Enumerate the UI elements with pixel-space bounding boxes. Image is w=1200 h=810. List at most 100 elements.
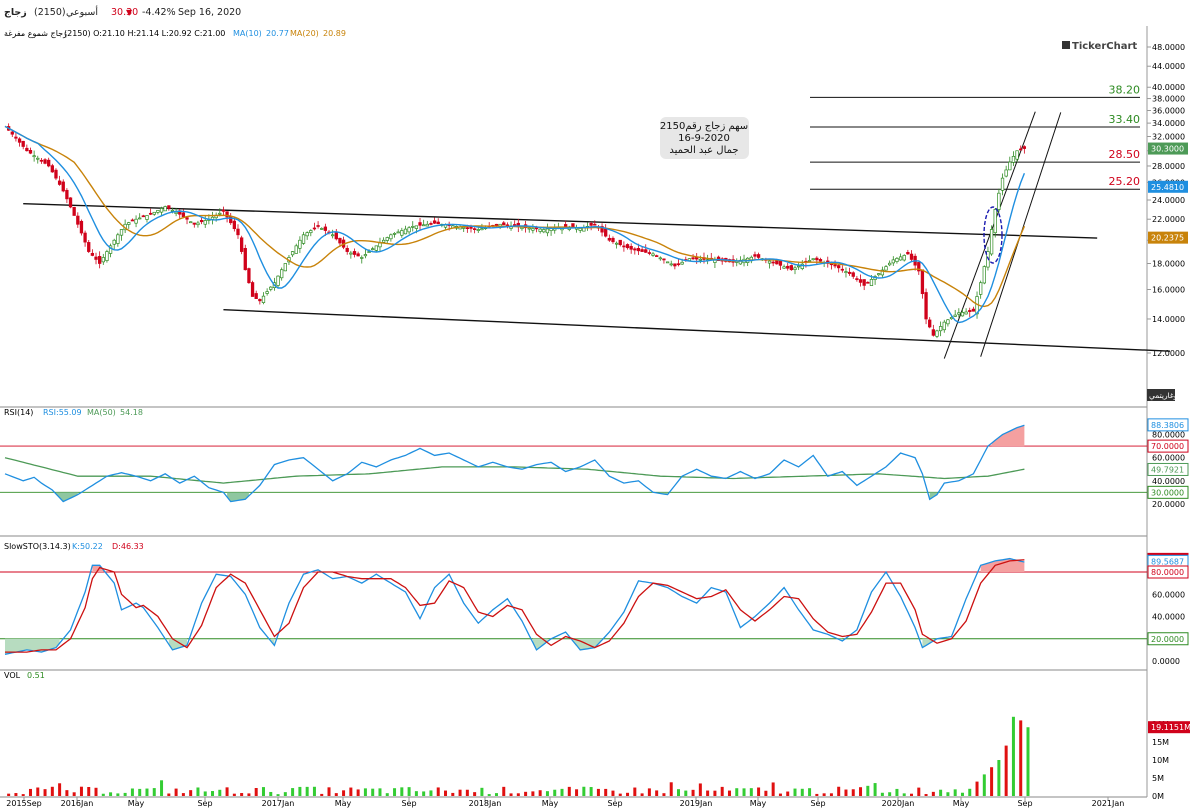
candle-body xyxy=(79,220,84,234)
volume-bar xyxy=(917,787,921,796)
candle-body xyxy=(665,261,670,264)
volume-bar xyxy=(152,788,156,796)
candle-body xyxy=(61,181,65,192)
stoch-badge xyxy=(1147,565,1189,579)
volume-bar xyxy=(910,793,914,796)
candle-body xyxy=(938,326,943,332)
volume-bar xyxy=(393,788,397,796)
stoch-oversold-zone xyxy=(168,638,188,650)
candle-body xyxy=(651,253,655,256)
volume-bar xyxy=(902,793,906,796)
volume-bar xyxy=(160,780,164,796)
candle-body xyxy=(756,254,761,258)
volume-bar xyxy=(451,792,455,796)
price-tick-label: 44.0000 xyxy=(1152,62,1185,71)
candle-body xyxy=(400,230,404,236)
rsi-ma-line xyxy=(4,457,1025,484)
candle-body xyxy=(345,247,349,252)
candle-body xyxy=(629,246,633,250)
volume-bar xyxy=(196,787,200,796)
stoch-k-value: K:50.22 xyxy=(72,542,103,551)
target-level-label: 28.50 xyxy=(1109,148,1141,161)
descending-channel-upper xyxy=(23,203,1098,239)
candle-body xyxy=(545,228,550,234)
candle-body xyxy=(793,267,797,271)
rsi-tick-label: 60.0000 xyxy=(1152,454,1185,463)
candle-body xyxy=(196,222,200,226)
candle-body xyxy=(254,293,258,300)
candle-body xyxy=(622,245,626,248)
candle-body xyxy=(600,226,604,233)
candle-body xyxy=(884,266,888,271)
candle-body xyxy=(811,258,815,260)
candle-body xyxy=(112,239,116,245)
rsi-badge-label: 30.0000 xyxy=(1151,488,1184,497)
time-tick-label: Sep xyxy=(810,799,825,808)
volume-bar xyxy=(698,783,702,796)
candle-body xyxy=(782,266,786,269)
candle-body xyxy=(152,211,156,215)
candle-body xyxy=(50,165,54,173)
candle-body xyxy=(494,223,499,226)
volume-bar xyxy=(181,793,185,796)
volume-bar xyxy=(473,792,477,796)
volume-bar xyxy=(444,790,448,796)
candle-body xyxy=(396,231,400,234)
candle-body xyxy=(94,256,98,260)
volume-bar xyxy=(385,793,389,796)
candle-body xyxy=(902,255,906,261)
volume-bar xyxy=(1004,745,1008,796)
candle-body xyxy=(633,248,637,251)
candle-body xyxy=(101,257,105,263)
log-scale-label: لوغاريتمي xyxy=(1149,391,1180,400)
candle-body xyxy=(54,169,58,179)
volume-bar xyxy=(975,781,979,796)
volume-bar xyxy=(312,786,316,796)
volume-bar xyxy=(778,793,782,796)
volume-bar xyxy=(276,794,280,796)
volume-bar xyxy=(305,786,309,796)
volume-bar xyxy=(545,791,549,796)
volume-bar xyxy=(269,791,273,796)
candle-body xyxy=(928,319,932,328)
candle-body xyxy=(87,242,91,252)
volume-bar xyxy=(130,788,134,796)
candle-body xyxy=(352,251,357,255)
volume-bar xyxy=(109,792,113,796)
volume-bar xyxy=(560,788,564,796)
candle-body xyxy=(767,260,772,264)
candle-body xyxy=(1008,161,1012,171)
time-tick-label: 2016Jan xyxy=(61,799,94,808)
stoch-badge-label: 20.0000 xyxy=(1151,635,1184,644)
volume-bar xyxy=(189,790,193,796)
stoch-oversold-zone xyxy=(532,638,548,650)
candle-body xyxy=(28,149,33,154)
price-badge-label: 25.4810 xyxy=(1151,183,1184,192)
candle-body xyxy=(290,251,295,256)
stoch-badge-label: 89.5687 xyxy=(1151,557,1184,566)
volume-bar xyxy=(298,786,302,796)
volume-bar xyxy=(553,789,557,796)
volume-bar xyxy=(65,790,69,796)
candle-body xyxy=(786,265,790,269)
rsi-badge xyxy=(1147,418,1189,432)
time-tick-label: May xyxy=(750,799,767,808)
volume-bar xyxy=(851,789,855,796)
candle-body xyxy=(604,228,608,237)
header-date: Sep 16, 2020 xyxy=(178,7,242,18)
candle-body xyxy=(858,279,863,283)
volume-bar xyxy=(844,789,848,796)
candle-body xyxy=(148,212,153,215)
candle-body xyxy=(389,234,393,240)
annotation-line: جمال عبد الحميد xyxy=(669,145,738,156)
volume-bar xyxy=(211,791,215,796)
candle-body xyxy=(250,282,255,297)
volume-bar xyxy=(480,787,484,796)
candle-body xyxy=(614,242,619,245)
price-tick-label: 36.0000 xyxy=(1152,107,1185,116)
volume-bar xyxy=(633,787,637,796)
volume-bar xyxy=(516,793,520,796)
volume-bar xyxy=(1019,720,1023,796)
candle-body xyxy=(72,206,76,216)
